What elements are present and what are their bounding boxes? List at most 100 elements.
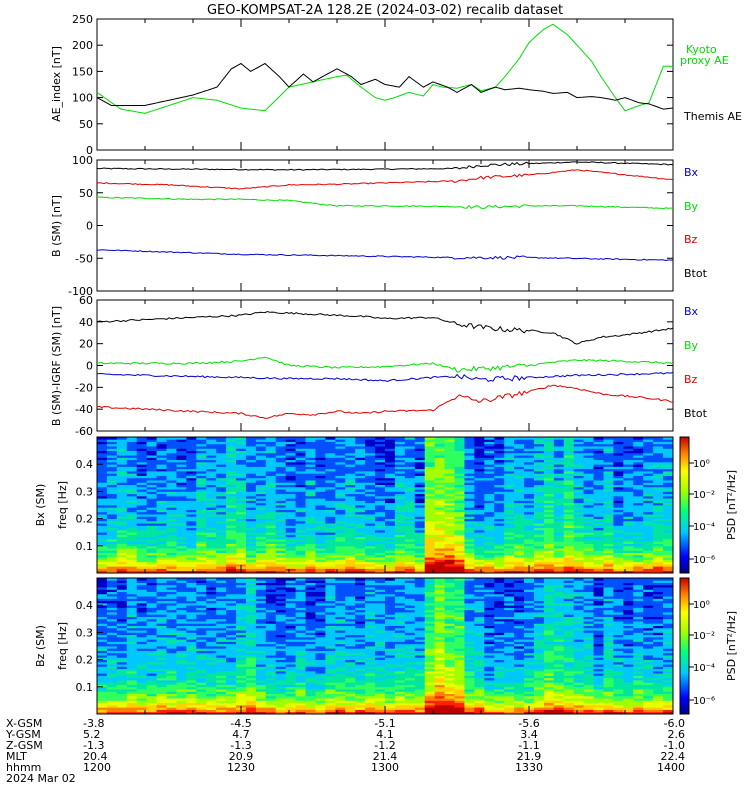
spectrogram-cell xyxy=(414,491,426,495)
spectrogram-cell xyxy=(196,566,207,569)
spectrogram-cell xyxy=(97,507,108,510)
spectrogram-cell xyxy=(414,543,426,547)
spectrogram-cell xyxy=(226,657,237,660)
spectrogram-cell xyxy=(573,477,585,481)
spectrogram-cell xyxy=(494,448,505,451)
spectrogram-cell xyxy=(643,475,654,479)
spectrogram-cell xyxy=(325,493,336,497)
spectrogram-cell xyxy=(275,443,287,447)
spectrogram-cell xyxy=(504,505,515,508)
spectrogram-cell xyxy=(176,677,187,681)
spectrogram-cell xyxy=(116,668,128,672)
spectrogram-cell xyxy=(275,541,287,544)
spectrogram-cell xyxy=(216,452,227,456)
spectrogram-cell xyxy=(404,511,416,515)
spectrogram-cell xyxy=(136,684,148,688)
spectrogram-cell xyxy=(285,609,297,613)
spectrogram-cell xyxy=(136,439,148,442)
spectrogram-cell xyxy=(663,461,674,465)
spectrogram-cell xyxy=(494,457,505,461)
spectrogram-cell xyxy=(504,471,515,474)
spectrogram-cell xyxy=(454,500,465,504)
spectrogram-cell xyxy=(484,523,495,526)
spectrogram-cell xyxy=(533,443,545,447)
spectrogram-cell xyxy=(285,475,297,479)
spectrogram-cell xyxy=(295,711,306,715)
spectrogram-cell xyxy=(146,666,157,670)
spectrogram-cell xyxy=(603,539,614,542)
spectrogram-cell xyxy=(255,618,267,622)
spectrogram-cell xyxy=(464,559,475,563)
spectrogram-cell xyxy=(156,471,167,474)
spectrogram-cell xyxy=(633,539,644,542)
spectrogram-cell xyxy=(404,502,416,506)
spectrogram-cell xyxy=(176,584,187,588)
spectrogram-cell xyxy=(136,580,148,583)
spectrogram-cell xyxy=(116,623,128,626)
spectrogram-cell xyxy=(255,646,267,649)
spectrogram-cell xyxy=(245,686,257,690)
spectrogram-cell xyxy=(206,471,217,474)
spectrogram-cell xyxy=(335,461,346,465)
spectrogram-cell xyxy=(663,489,674,492)
spectrogram-cell xyxy=(633,516,644,519)
spectrogram-cell xyxy=(176,459,187,463)
spectrogram-cell xyxy=(255,534,267,538)
spectrogram-cell xyxy=(176,446,187,449)
spectrogram-cell xyxy=(97,570,108,574)
spectrogram-cell xyxy=(186,612,197,615)
spectrogram-cell xyxy=(434,455,445,458)
spectrogram-cell xyxy=(335,536,346,540)
spectrogram-cell xyxy=(335,552,346,556)
spectrogram-cell xyxy=(126,507,138,510)
spectrogram-cell xyxy=(245,618,257,622)
spectrogram-cell xyxy=(116,580,128,583)
spectrogram-cell xyxy=(563,550,575,553)
spectrogram-cell xyxy=(365,464,376,467)
spectrogram-cell xyxy=(414,516,426,519)
spectrogram-cell xyxy=(325,554,336,558)
spectrogram-cell xyxy=(315,480,326,483)
spectrogram-cell xyxy=(593,505,604,508)
spectrogram-cell xyxy=(176,532,187,535)
spectrogram-cell xyxy=(226,493,237,497)
spectrogram-cell xyxy=(305,493,316,497)
spectrogram-cell xyxy=(116,593,128,597)
spectrogram-cell xyxy=(196,578,207,581)
spectrogram-cell xyxy=(275,596,287,599)
spectrogram-cell xyxy=(613,559,624,563)
panel-bx-spectrogram: 0.10.20.30.4 Bx (SM) freq [Hz] 10⁰10⁻²10… xyxy=(34,436,738,574)
spectrogram-cell xyxy=(633,563,644,567)
spectrogram-cell xyxy=(136,711,148,715)
spectrogram-cell xyxy=(295,525,306,529)
spectrogram-cell xyxy=(156,495,167,499)
spectrogram-cell xyxy=(385,466,396,470)
spectrogram-cell xyxy=(633,448,644,451)
spectrogram-cell xyxy=(236,639,247,642)
spectrogram-cell xyxy=(275,607,287,611)
spectrogram-cell xyxy=(414,475,426,479)
spectrogram-cell xyxy=(563,563,575,567)
spectrogram-cell xyxy=(295,557,306,560)
spectrogram-cell xyxy=(464,498,475,501)
spectrogram-cell xyxy=(653,443,664,447)
spectrogram-cell xyxy=(126,563,138,567)
spectrogram-cell xyxy=(474,545,485,549)
spectrogram-cell xyxy=(335,543,346,547)
spectrogram-cell xyxy=(593,473,604,476)
spectrogram-cell xyxy=(176,455,187,458)
spectrogram-cell xyxy=(553,471,565,474)
spectrogram-cell xyxy=(375,443,386,447)
spectrogram-cell xyxy=(494,446,505,449)
spectrogram-cell xyxy=(196,630,207,633)
spectrogram-cell xyxy=(126,536,138,540)
spectrogram-cell xyxy=(484,548,495,551)
spectrogram-cell xyxy=(365,498,376,501)
spectrogram-cell xyxy=(116,466,128,470)
spectrogram-cell xyxy=(424,437,436,440)
spectrogram-cell xyxy=(623,543,634,547)
spectrogram-cell xyxy=(464,507,475,510)
spectrogram-cell xyxy=(97,545,108,549)
spectrogram-cell xyxy=(394,443,406,447)
ytick-label: -50 xyxy=(75,252,93,265)
